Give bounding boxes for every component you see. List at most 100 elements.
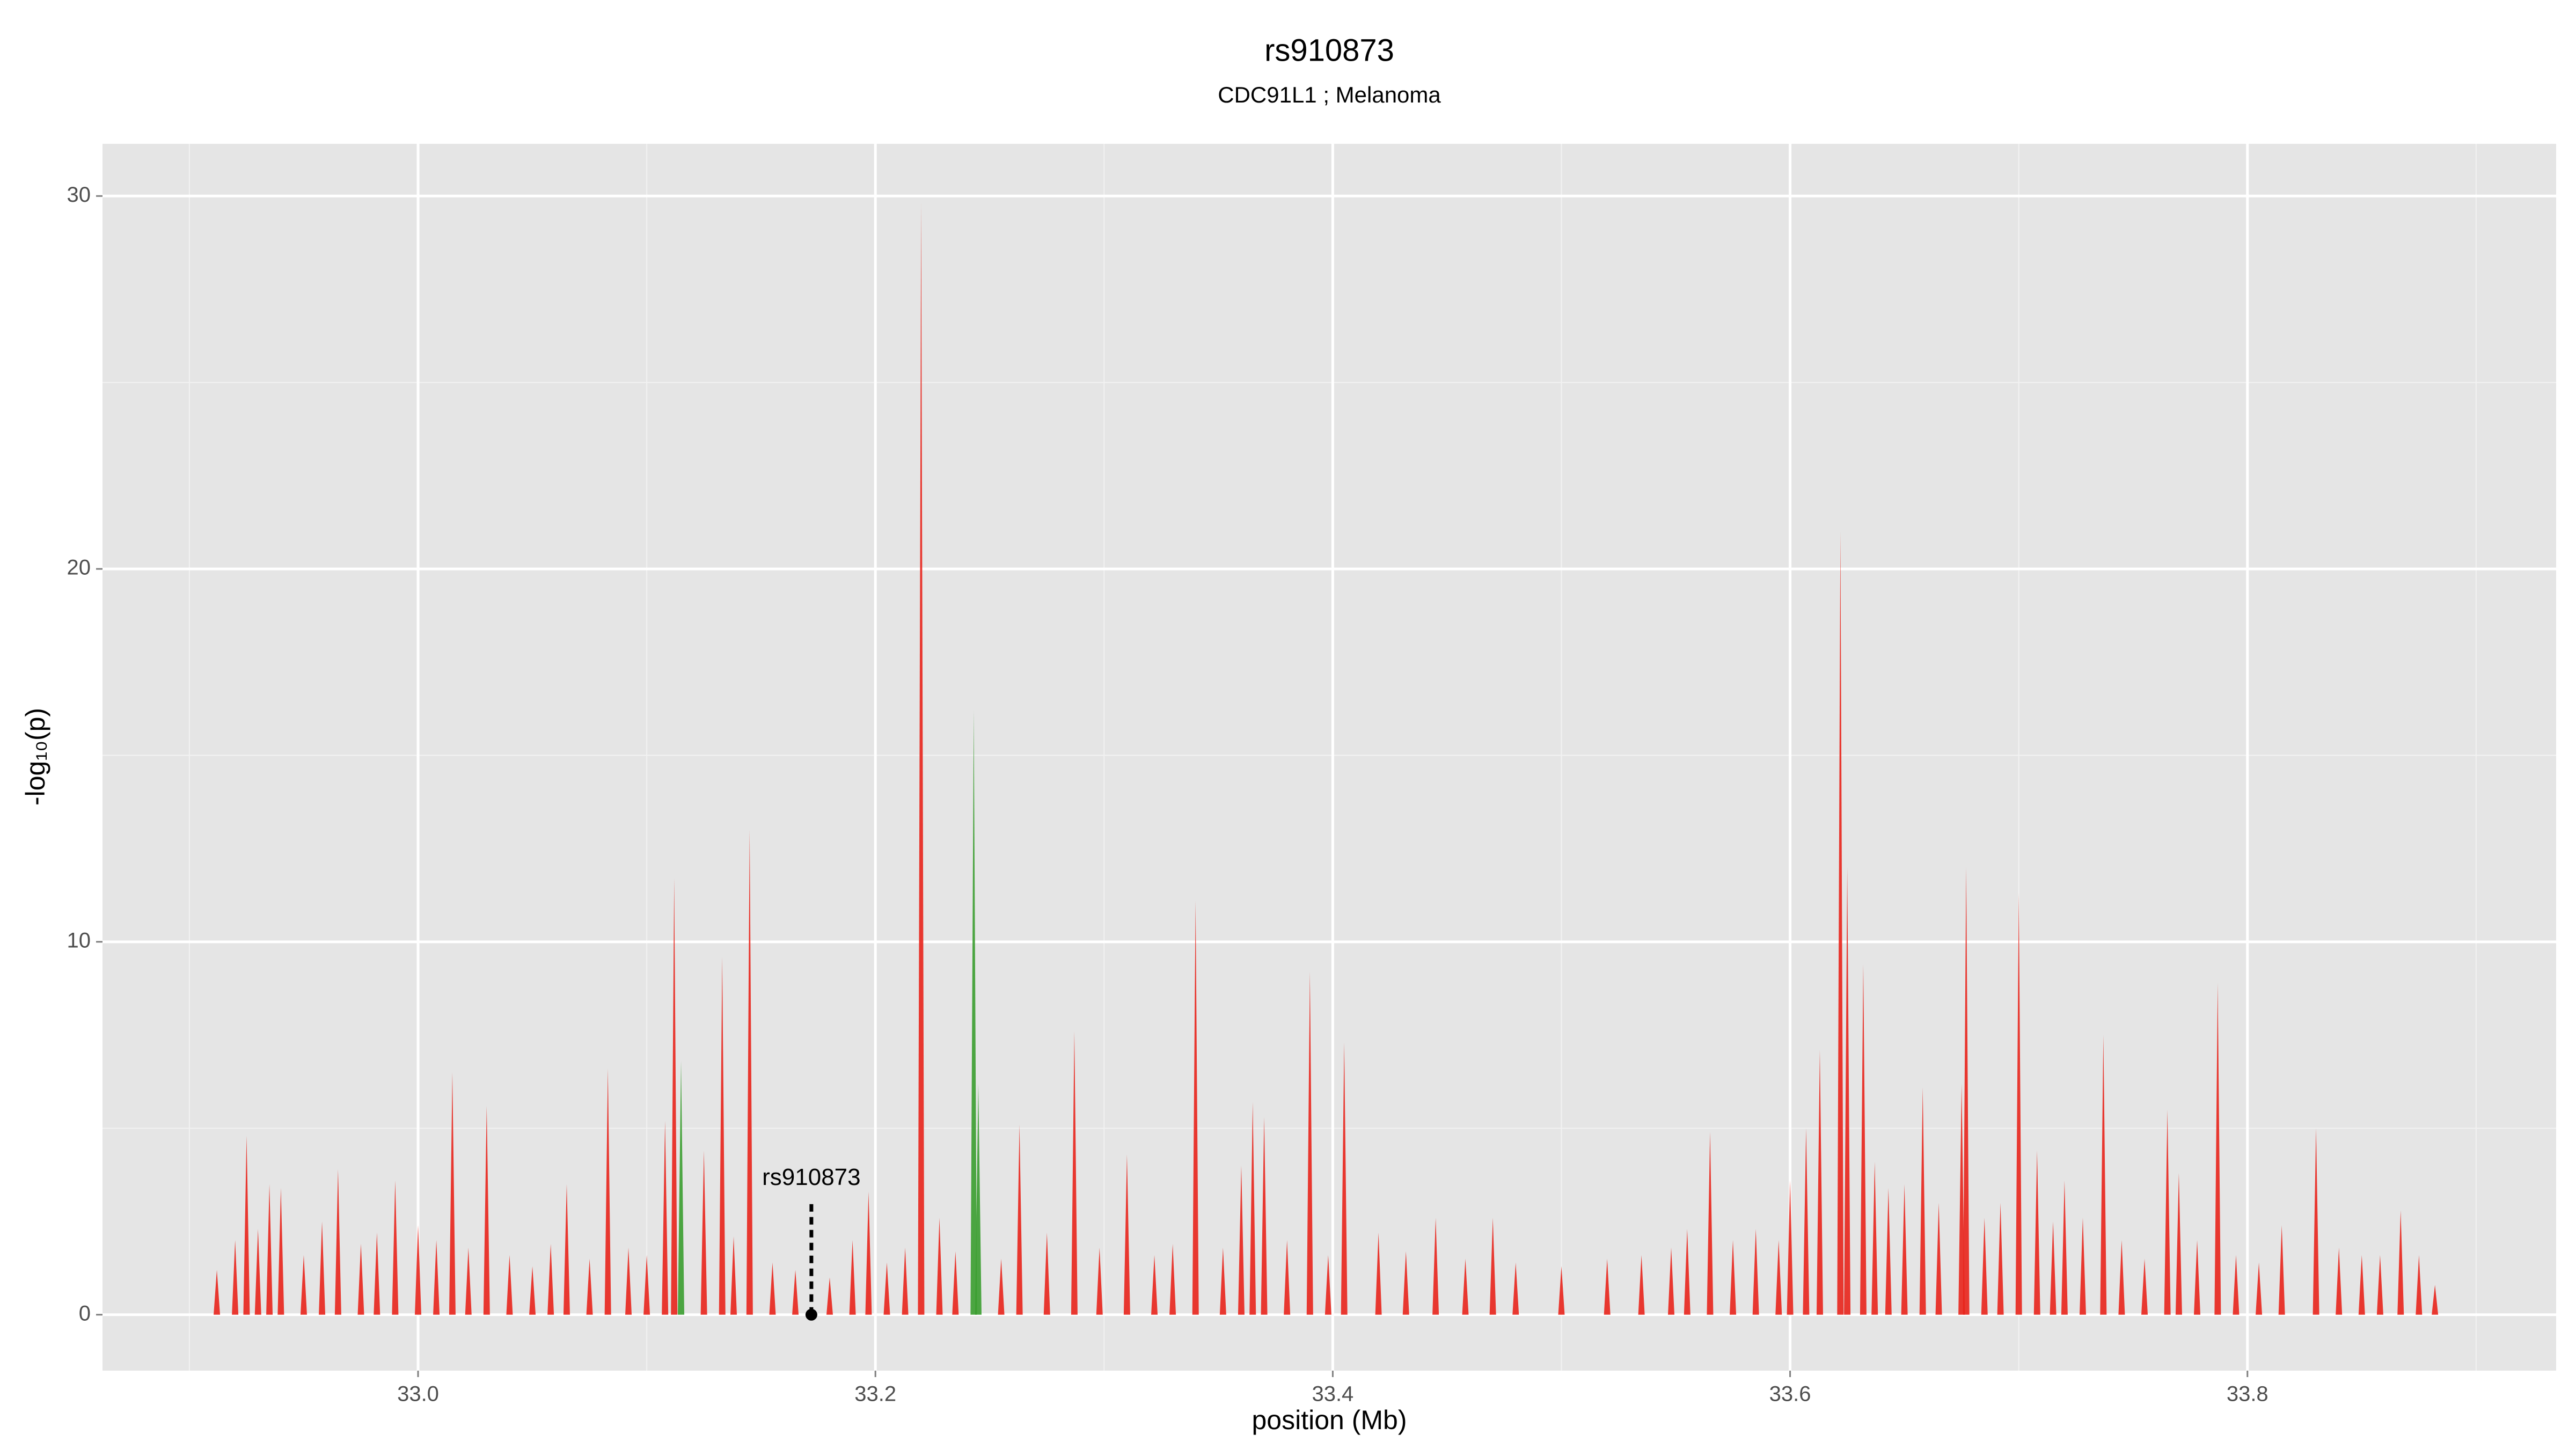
spike: [1169, 1243, 1176, 1315]
spike: [2141, 1258, 2148, 1315]
spike: [952, 1251, 959, 1315]
spike: [1816, 1050, 1823, 1315]
spike: [671, 878, 678, 1315]
spike: [1096, 1247, 1103, 1315]
spike: [998, 1258, 1005, 1315]
spike: [214, 1270, 221, 1315]
spike: [2118, 1240, 2125, 1315]
spike: [1837, 531, 1844, 1315]
spike: [433, 1240, 440, 1315]
spike: [2312, 1128, 2319, 1315]
spike: [1775, 1240, 1782, 1315]
spike: [1901, 1184, 1908, 1315]
spike: [1341, 1042, 1348, 1315]
x-tick-label: 33.2: [854, 1382, 896, 1406]
spike: [1668, 1247, 1675, 1315]
spike: [374, 1232, 380, 1315]
chart-title: rs910873: [1264, 33, 1394, 68]
spike: [2416, 1255, 2423, 1315]
spike: [266, 1184, 273, 1315]
spike: [1558, 1266, 1565, 1315]
spike: [2256, 1262, 2263, 1315]
spike: [678, 1061, 685, 1315]
spike: [643, 1255, 650, 1315]
spike: [1402, 1251, 1409, 1315]
spike: [1512, 1262, 1519, 1315]
spike: [975, 1083, 982, 1315]
spike: [529, 1266, 536, 1315]
spike: [1787, 1180, 1794, 1315]
spike: [1306, 971, 1313, 1315]
x-tick-label: 33.4: [1312, 1382, 1353, 1406]
spike: [883, 1262, 890, 1315]
spike: [1919, 1087, 1926, 1315]
spike: [1219, 1247, 1226, 1315]
spike: [849, 1240, 856, 1315]
spike: [2100, 1035, 2107, 1315]
spike: [2336, 1247, 2343, 1315]
y-tick-label: 0: [79, 1301, 91, 1325]
spike: [1752, 1228, 1759, 1315]
spike: [1604, 1258, 1611, 1315]
spike: [243, 1136, 250, 1315]
spike: [604, 1069, 611, 1315]
plot-panel: [103, 144, 2556, 1371]
spike: [392, 1180, 399, 1315]
spike: [902, 1247, 909, 1315]
spike: [1885, 1188, 1892, 1315]
y-tick-label: 20: [67, 556, 91, 580]
y-tick-label: 30: [67, 183, 91, 207]
spike: [415, 1225, 422, 1315]
spike: [918, 203, 925, 1315]
spike: [1958, 1083, 1965, 1315]
spike: [449, 1072, 456, 1315]
spike: [1489, 1218, 1496, 1315]
spike: [1684, 1228, 1690, 1315]
spike: [586, 1258, 593, 1315]
y-tick-label: 10: [67, 929, 91, 953]
spike: [2432, 1285, 2439, 1315]
spike: [1730, 1240, 1737, 1315]
spike: [936, 1218, 943, 1315]
spike: [746, 830, 753, 1315]
spike: [1324, 1255, 1331, 1315]
spike: [2358, 1255, 2365, 1315]
spike: [2061, 1180, 2068, 1315]
spike: [2397, 1210, 2404, 1315]
spike: [2376, 1255, 2383, 1315]
spike: [357, 1243, 364, 1315]
spike: [625, 1247, 632, 1315]
spike: [254, 1228, 261, 1315]
spike: [1375, 1232, 1382, 1315]
spike: [2050, 1221, 2057, 1315]
spike: [700, 1151, 707, 1315]
spike: [662, 1121, 669, 1315]
spike: [1462, 1258, 1469, 1315]
chart-subtitle: CDC91L1 ; Melanoma: [1218, 82, 1441, 107]
spike: [730, 1236, 737, 1315]
spike: [1043, 1232, 1050, 1315]
spike: [2015, 893, 2022, 1315]
spike: [465, 1247, 472, 1315]
spike: [1871, 1161, 1878, 1315]
spike: [769, 1262, 776, 1315]
spike: [483, 1106, 490, 1315]
spike: [1963, 867, 1970, 1315]
spike: [792, 1270, 799, 1315]
spike: [1844, 867, 1851, 1315]
spike: [1151, 1255, 1158, 1315]
annotation-label: rs910873: [762, 1164, 860, 1190]
spike: [2233, 1255, 2240, 1315]
spike: [1261, 1117, 1268, 1315]
spike: [1997, 1203, 2004, 1315]
spike: [1432, 1218, 1439, 1315]
spike: [1071, 1031, 1078, 1315]
spike: [1803, 1128, 1810, 1315]
spike: [2214, 983, 2221, 1315]
spike: [1284, 1240, 1291, 1315]
spike: [2278, 1225, 2285, 1315]
spike: [1707, 1132, 1714, 1315]
spike: [970, 711, 977, 1315]
spike: [319, 1221, 326, 1315]
